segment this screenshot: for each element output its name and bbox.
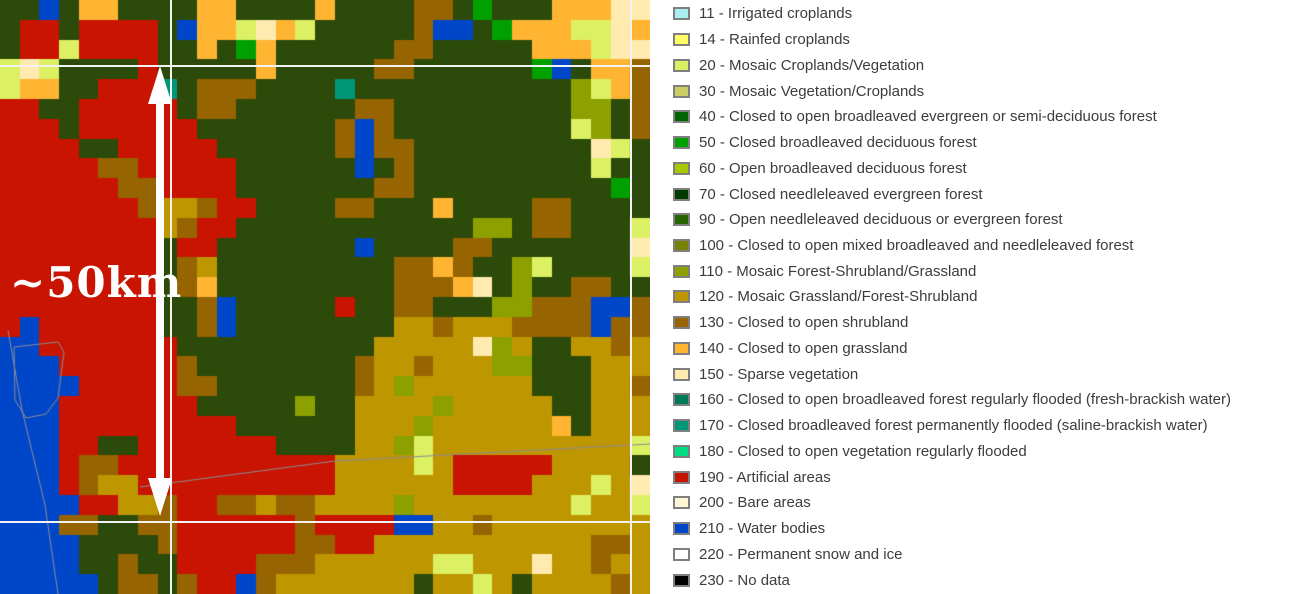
- legend-item: 170 - Closed broadleaved forest permanen…: [673, 413, 1231, 439]
- legend-item: 190 - Artificial areas: [673, 464, 1231, 490]
- legend-item: 230 - No data: [673, 567, 1231, 593]
- legend-swatch: [673, 7, 690, 21]
- legend-swatch: [673, 161, 690, 175]
- legend-item: 130 - Closed to open shrubland: [673, 310, 1231, 336]
- legend-swatch: [673, 316, 690, 330]
- legend-item: 140 - Closed to open grassland: [673, 336, 1231, 362]
- legend-entry-label: 170 - Closed broadleaved forest permanen…: [699, 417, 1208, 435]
- legend-item: 40 - Closed to open broadleaved evergree…: [673, 104, 1231, 130]
- landcover-map: ~50km: [0, 0, 650, 594]
- legend-item: 200 - Bare areas: [673, 490, 1231, 516]
- legend-entry-label: 60 - Open broadleaved deciduous forest: [699, 159, 967, 177]
- legend-item: 210 - Water bodies: [673, 516, 1231, 542]
- legend-entry-label: 200 - Bare areas: [699, 494, 811, 512]
- legend-entry-label: 90 - Open needleleaved deciduous or ever…: [699, 211, 1063, 229]
- map-graticule-horizontal-line: [0, 521, 650, 523]
- legend-swatch: [673, 33, 690, 47]
- legend-item: 20 - Mosaic Croplands/Vegetation: [673, 52, 1231, 78]
- map-graticule-horizontal-line: [0, 65, 650, 67]
- legend-entry-label: 140 - Closed to open grassland: [699, 339, 908, 357]
- double-headed-arrow-icon: [148, 66, 172, 516]
- legend-swatch: [673, 522, 690, 536]
- legend-swatch: [673, 290, 690, 304]
- legend-entry-label: 160 - Closed to open broadleaved forest …: [699, 391, 1231, 409]
- legend-entry-label: 210 - Water bodies: [699, 520, 826, 538]
- legend-entry-label: 130 - Closed to open shrubland: [699, 314, 909, 332]
- legend-entry-label: 20 - Mosaic Croplands/Vegetation: [699, 56, 925, 74]
- legend-swatch: [673, 470, 690, 484]
- legend-item: 14 - Rainfed croplands: [673, 27, 1231, 53]
- legend-swatch: [673, 496, 690, 510]
- legend-item: 150 - Sparse vegetation: [673, 361, 1231, 387]
- legend-item: 120 - Mosaic Grassland/Forest-Shrubland: [673, 284, 1231, 310]
- legend-swatch: [673, 187, 690, 201]
- legend-entry-label: 190 - Artificial areas: [699, 468, 831, 486]
- legend-swatch: [673, 110, 690, 124]
- legend-item: 180 - Closed to open vegetation regularl…: [673, 438, 1231, 464]
- legend-swatch: [673, 419, 690, 433]
- legend-item: 160 - Closed to open broadleaved forest …: [673, 387, 1231, 413]
- legend-entry-label: 150 - Sparse vegetation: [699, 365, 859, 383]
- legend-entry-label: 14 - Rainfed croplands: [699, 31, 850, 49]
- legend-entry-label: 230 - No data: [699, 571, 790, 589]
- legend: 11 - Irrigated croplands 14 - Rainfed cro…: [673, 1, 1231, 593]
- legend-entry-label: 70 - Closed needleleaved evergreen fores…: [699, 185, 983, 203]
- legend-swatch: [673, 264, 690, 278]
- legend-entry-label: 180 - Closed to open vegetation regularl…: [699, 442, 1027, 460]
- legend-item: 100 - Closed to open mixed broadleaved a…: [673, 233, 1231, 259]
- legend-item: 60 - Open broadleaved deciduous forest: [673, 155, 1231, 181]
- legend-item: 70 - Closed needleleaved evergreen fores…: [673, 181, 1231, 207]
- legend-swatch: [673, 573, 690, 587]
- legend-entry-label: 11 - Irrigated croplands: [699, 5, 853, 23]
- legend-entry-label: 110 - Mosaic Forest-Shrubland/Grassland: [699, 262, 977, 280]
- legend-item: 11 - Irrigated croplands: [673, 1, 1231, 27]
- map-graticule-vertical-line: [170, 0, 172, 594]
- legend-item: 50 - Closed broadleaved deciduous forest: [673, 130, 1231, 156]
- legend-entry-label: 30 - Mosaic Vegetation/Croplands: [699, 82, 925, 100]
- scale-arrow: [148, 66, 172, 516]
- legend-entry-label: 100 - Closed to open mixed broadleaved a…: [699, 236, 1134, 254]
- legend-item: 90 - Open needleleaved deciduous or ever…: [673, 207, 1231, 233]
- legend-item: 110 - Mosaic Forest-Shrubland/Grassland: [673, 258, 1231, 284]
- legend-entry-label: 220 - Permanent snow and ice: [699, 545, 903, 563]
- legend-swatch: [673, 238, 690, 252]
- legend-swatch: [673, 547, 690, 561]
- legend-item: 220 - Permanent snow and ice: [673, 541, 1231, 567]
- legend-swatch: [673, 58, 690, 72]
- legend-swatch: [673, 393, 690, 407]
- legend-entry-label: 50 - Closed broadleaved deciduous forest: [699, 134, 977, 152]
- legend-entry-label: 40 - Closed to open broadleaved evergree…: [699, 108, 1157, 126]
- legend-swatch: [673, 213, 690, 227]
- legend-entry-label: 120 - Mosaic Grassland/Forest-Shrubland: [699, 288, 978, 306]
- landcover-map-canvas: [0, 0, 650, 594]
- legend-swatch: [673, 341, 690, 355]
- legend-swatch: [673, 444, 690, 458]
- legend-swatch: [673, 367, 690, 381]
- legend-swatch: [673, 136, 690, 150]
- scale-label: ~50km: [10, 258, 183, 307]
- map-graticule-vertical-line: [630, 0, 632, 594]
- legend-swatch: [673, 84, 690, 98]
- legend-item: 30 - Mosaic Vegetation/Croplands: [673, 78, 1231, 104]
